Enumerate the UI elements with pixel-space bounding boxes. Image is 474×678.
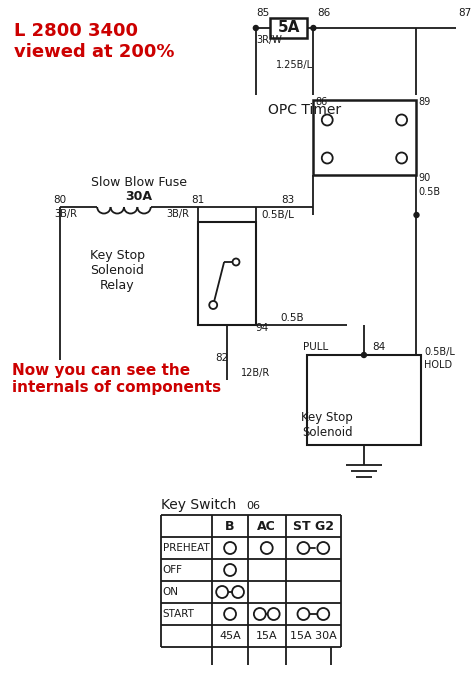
Text: 87: 87	[458, 8, 472, 18]
Circle shape	[232, 586, 244, 598]
Text: 15A 30A: 15A 30A	[290, 631, 337, 641]
Text: Now you can see the
internals of components: Now you can see the internals of compone…	[12, 363, 221, 395]
Text: Key Stop
Solenoid
Relay: Key Stop Solenoid Relay	[90, 249, 145, 292]
Circle shape	[224, 564, 236, 576]
Circle shape	[414, 212, 419, 218]
Bar	[270, 18, 308, 38]
Circle shape	[311, 26, 316, 31]
Text: OFF: OFF	[163, 565, 182, 575]
Text: HOLD: HOLD	[424, 360, 453, 370]
Text: 45A: 45A	[219, 631, 241, 641]
Text: ST G2: ST G2	[293, 519, 334, 532]
Circle shape	[362, 353, 366, 357]
Text: 3B/R: 3B/R	[55, 209, 78, 219]
Circle shape	[261, 542, 273, 554]
Circle shape	[317, 608, 329, 620]
Text: 90: 90	[419, 173, 431, 183]
Text: 5A: 5A	[277, 20, 300, 35]
Text: AC: AC	[257, 519, 276, 532]
Circle shape	[224, 608, 236, 620]
Text: 3R/W: 3R/W	[256, 35, 282, 45]
Text: START: START	[163, 609, 194, 619]
Text: 80: 80	[53, 195, 66, 205]
Text: 83: 83	[281, 195, 294, 205]
Text: 0.5B: 0.5B	[281, 313, 304, 323]
Circle shape	[209, 301, 217, 309]
Circle shape	[396, 153, 407, 163]
Text: PULL: PULL	[303, 342, 328, 352]
Text: 0.5B/L: 0.5B/L	[424, 347, 456, 357]
Text: 3B/R: 3B/R	[166, 209, 190, 219]
Circle shape	[317, 542, 329, 554]
Text: Key Stop
Solenoid: Key Stop Solenoid	[301, 411, 353, 439]
Text: 85: 85	[256, 8, 269, 18]
Circle shape	[322, 153, 333, 163]
Text: 0.5B: 0.5B	[419, 187, 441, 197]
Circle shape	[396, 115, 407, 125]
Circle shape	[268, 608, 280, 620]
Text: B: B	[225, 519, 235, 532]
Circle shape	[298, 608, 310, 620]
Bar	[198, 222, 256, 325]
Text: 0.5B/L: 0.5B/L	[261, 210, 294, 220]
Text: OPC Timer: OPC Timer	[268, 103, 341, 117]
Circle shape	[298, 542, 310, 554]
Text: 81: 81	[191, 195, 205, 205]
Text: Slow Blow Fuse: Slow Blow Fuse	[91, 176, 187, 189]
Text: 89: 89	[419, 97, 431, 107]
Text: 86: 86	[317, 8, 330, 18]
Text: PREHEAT: PREHEAT	[163, 543, 210, 553]
Text: 94: 94	[256, 323, 269, 333]
Text: L 2800 3400
viewed at 200%: L 2800 3400 viewed at 200%	[14, 22, 174, 61]
Circle shape	[224, 542, 236, 554]
Bar	[308, 355, 421, 445]
Text: 12B/R: 12B/R	[241, 368, 271, 378]
Text: 15A: 15A	[256, 631, 278, 641]
Text: Key Switch: Key Switch	[161, 498, 236, 512]
Bar	[313, 100, 417, 175]
Circle shape	[254, 26, 258, 31]
Text: 84: 84	[372, 342, 385, 352]
Text: 82: 82	[216, 353, 229, 363]
Text: 86: 86	[315, 97, 328, 107]
Text: 30A: 30A	[125, 189, 152, 203]
Circle shape	[216, 586, 228, 598]
Text: ON: ON	[163, 587, 179, 597]
Text: 1.25B/L: 1.25B/L	[276, 60, 313, 70]
Circle shape	[322, 115, 333, 125]
Text: 06: 06	[246, 501, 260, 511]
Circle shape	[233, 258, 239, 266]
Circle shape	[254, 608, 266, 620]
